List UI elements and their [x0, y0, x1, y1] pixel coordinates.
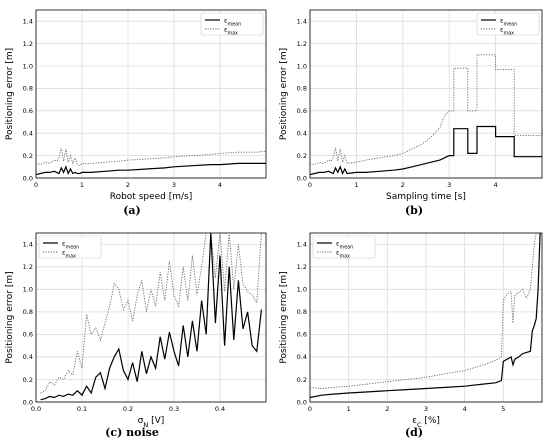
legend-label-max-b: εmax	[500, 25, 514, 36]
y-tick-label-a-7: 1.4	[23, 18, 33, 26]
y-tick-label-b-2: 0.4	[297, 130, 307, 138]
legend-label-mean-d: εmean	[336, 239, 353, 250]
y-tick-label-d-4: 0.8	[297, 308, 307, 316]
x-tick-label-a-1: 1	[80, 181, 84, 189]
x-tick-label-c-0: 0.0	[31, 405, 41, 413]
y-tick-label-d-0: 0.0	[297, 398, 307, 406]
y-tick-label-b-7: 1.4	[297, 18, 307, 26]
x-tick-label-d-3: 3	[424, 405, 428, 413]
y-axis-label-a: Positioning error [m]	[5, 48, 15, 140]
y-tick-label-b-1: 0.2	[297, 152, 307, 160]
y-tick-label-b-4: 0.8	[297, 85, 307, 93]
x-tick-label-d-0: 0	[308, 405, 312, 413]
x-axis-label-b: Sampling time [s]	[386, 192, 466, 202]
x-tick-label-b-1: 1	[354, 181, 358, 189]
y-tick-label-b-3: 0.6	[297, 107, 307, 115]
chart-b: 0 1 2 3 4 0.0 0.2 0.4 0.6 0.8 1.0 1.2 1.4 Sampling ti…	[279, 9, 543, 202]
series-line-mean-b	[310, 125, 542, 176]
series-line-max-d	[310, 233, 537, 389]
x-tick-label-c-3: 0.3	[169, 405, 179, 413]
y-tick-label-d-7: 1.4	[297, 241, 307, 249]
legend-label-max-a: εmax	[224, 25, 238, 36]
axes-frame-b	[309, 9, 543, 179]
x-tick-label-b-3: 3	[447, 181, 451, 189]
series-line-mean-c	[40, 233, 262, 401]
axes-frame-a	[35, 9, 267, 179]
y-tick-label-c-3: 0.6	[23, 331, 33, 339]
caption-c: (c) noise	[105, 426, 159, 439]
x-tick-label-a-0: 0	[34, 181, 38, 189]
y-tick-label-c-2: 0.4	[23, 353, 33, 361]
legend-box-b	[476, 12, 540, 36]
chart-c: 0.0 0.1 0.2 0.3 0.4 0.0 0.2 0.4 0.6 0.8 1.0 1.2 1.4 σ…	[5, 232, 267, 429]
caption-d: (d)	[404, 426, 424, 439]
axes-frame-d	[309, 232, 543, 403]
x-tick-label-d-1: 1	[347, 405, 351, 413]
x-tick-label-d-2: 2	[385, 405, 389, 413]
legend-label-mean-c: εmean	[62, 239, 79, 250]
y-tick-label-d-6: 1.2	[297, 263, 307, 271]
legend-box-a	[200, 12, 264, 36]
y-axis-label-d: Positioning error [m]	[279, 271, 289, 363]
x-tick-label-b-2: 2	[401, 181, 405, 189]
series-line-mean-a	[36, 162, 266, 176]
y-tick-label-c-1: 0.2	[23, 376, 33, 384]
series-line-mean-d	[310, 233, 541, 399]
y-axis-label-b: Positioning error [m]	[279, 48, 289, 140]
chart-d: 0 1 2 3 4 5 0.0 0.2 0.4 0.6 0.8 1.0 1.2 1.4 εC [%] Posi…	[279, 232, 543, 429]
x-tick-label-d-5: 5	[501, 405, 505, 413]
legend-label-max-d: εmax	[336, 248, 350, 258]
y-tick-label-c-6: 1.2	[23, 263, 33, 271]
x-tick-label-c-1: 0.1	[77, 405, 87, 413]
x-tick-label-c-4: 0.4	[215, 405, 225, 413]
legend-box-d	[312, 235, 376, 259]
y-tick-label-c-0: 0.0	[23, 398, 33, 406]
y-tick-label-b-5: 1.0	[297, 62, 307, 70]
y-tick-label-d-1: 0.2	[297, 376, 307, 384]
x-tick-label-a-2: 2	[126, 181, 130, 189]
y-tick-label-b-6: 1.2	[297, 40, 307, 48]
y-tick-label-a-0: 0.0	[23, 174, 33, 182]
caption-a: (a)	[123, 204, 141, 217]
legend-box-c	[38, 235, 102, 259]
series-line-max-a	[36, 147, 266, 167]
legend-label-mean-a: εmean	[224, 16, 241, 27]
chart-a: 0 1 2 3 4 0.0 0.2 0.4 0.6 0.8 1.0 1.2 1.4 Robot speed…	[5, 9, 267, 202]
x-axis-label-c: σN [V]	[138, 416, 165, 429]
y-tick-label-a-5: 1.0	[23, 62, 33, 70]
x-tick-label-a-4: 4	[218, 181, 222, 189]
legend-label-max-c: εmax	[62, 248, 76, 258]
caption-b: (b)	[404, 204, 424, 217]
y-tick-label-a-1: 0.2	[23, 152, 33, 160]
series-line-max-c	[40, 233, 262, 394]
y-tick-label-a-2: 0.4	[23, 130, 33, 138]
y-tick-label-d-5: 1.0	[297, 286, 307, 294]
x-tick-label-d-4: 4	[463, 405, 467, 413]
y-tick-label-a-3: 0.6	[23, 107, 33, 115]
x-tick-label-b-4: 4	[494, 181, 498, 189]
y-tick-label-b-0: 0.0	[297, 174, 307, 182]
y-tick-label-c-7: 1.4	[23, 241, 33, 249]
legend-label-mean-b: εmean	[500, 16, 517, 27]
x-tick-label-a-3: 3	[172, 181, 176, 189]
y-tick-label-d-3: 0.6	[297, 331, 307, 339]
x-axis-label-d: εC [%]	[412, 416, 440, 429]
y-axis-label-c: Positioning error [m]	[5, 271, 15, 363]
y-tick-label-a-6: 1.2	[23, 40, 33, 48]
y-tick-label-a-4: 0.8	[23, 85, 33, 93]
y-tick-label-d-2: 0.4	[297, 353, 307, 361]
x-tick-label-b-0: 0	[308, 181, 312, 189]
y-tick-label-c-5: 1.0	[23, 286, 33, 294]
y-tick-label-c-4: 0.8	[23, 308, 33, 316]
axes-frame-c	[35, 232, 267, 403]
series-line-max-b	[310, 54, 542, 166]
x-axis-label-a: Robot speed [m/s]	[110, 192, 193, 202]
x-tick-label-c-2: 0.2	[123, 405, 133, 413]
